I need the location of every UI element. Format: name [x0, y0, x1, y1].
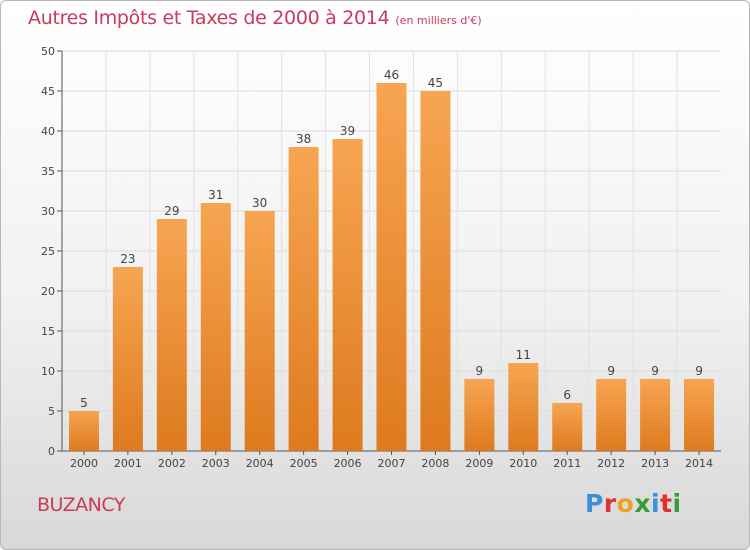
value-label-2014: 9: [695, 364, 703, 378]
x-tick-label-2005: 2005: [290, 457, 318, 470]
y-tick-label: 45: [41, 85, 55, 98]
bar-2004: [244, 211, 275, 451]
value-label-2006: 39: [340, 124, 355, 138]
value-label-2002: 29: [164, 204, 179, 218]
bar-2008: [420, 91, 451, 451]
bar-2012: [596, 379, 627, 451]
bar-2014: [684, 379, 715, 451]
value-label-2000: 5: [80, 396, 88, 410]
y-tick-label: 25: [41, 245, 55, 258]
x-tick-label-2003: 2003: [202, 457, 230, 470]
bar-2003: [200, 203, 231, 451]
value-label-2008: 45: [428, 76, 443, 90]
value-label-2011: 6: [563, 388, 571, 402]
value-label-2012: 9: [607, 364, 615, 378]
y-tick-label: 15: [41, 325, 55, 338]
y-tick-label: 10: [41, 365, 55, 378]
y-tick-label: 40: [41, 125, 55, 138]
x-tick-label-2013: 2013: [641, 457, 669, 470]
x-tick-label-2010: 2010: [509, 457, 537, 470]
y-tick-label: 0: [48, 445, 55, 458]
chart-unit: (en milliers d'€): [395, 14, 482, 27]
commune-name: BUZANCY: [37, 494, 125, 516]
proxiti-logo: Proxiti: [585, 489, 682, 518]
value-label-2007: 46: [384, 68, 399, 82]
value-label-2001: 23: [120, 252, 135, 266]
bar-2001: [112, 267, 143, 451]
bar-2013: [640, 379, 671, 451]
value-label-2004: 30: [252, 196, 267, 210]
x-tick-label-2000: 2000: [70, 457, 98, 470]
bar-2006: [332, 139, 363, 451]
bar-2000: [68, 411, 99, 451]
bar-2009: [464, 379, 495, 451]
x-tick-label-2012: 2012: [597, 457, 625, 470]
value-label-2010: 11: [516, 348, 531, 362]
x-tick-label-2011: 2011: [553, 457, 581, 470]
x-tick-label-2006: 2006: [334, 457, 362, 470]
chart-title: Autres Impôts et Taxes de 2000 à 2014 (en…: [28, 7, 482, 29]
bar-2011: [552, 403, 583, 451]
value-label-2003: 31: [208, 188, 223, 202]
grid-lines: [62, 50, 721, 451]
value-label-2013: 9: [651, 364, 659, 378]
chart-title-text: Autres Impôts et Taxes de 2000 à 2014: [28, 7, 390, 29]
y-tick-label: 20: [41, 285, 55, 298]
x-tick-label-2004: 2004: [246, 457, 274, 470]
value-labels: 5 23 29 31 30 38 39 46 45 9 11 6 9 9 9: [80, 68, 703, 410]
value-label-2009: 9: [476, 364, 484, 378]
x-tick-label-2007: 2007: [378, 457, 406, 470]
bar-2002: [156, 219, 187, 451]
x-tick-label-2008: 2008: [421, 457, 449, 470]
x-tick-label-2014: 2014: [685, 457, 713, 470]
bars: [68, 83, 715, 451]
bar-2010: [508, 363, 539, 451]
value-label-2005: 38: [296, 132, 311, 146]
y-tick-label: 35: [41, 165, 55, 178]
x-tick-label-2001: 2001: [114, 457, 142, 470]
bar-2005: [288, 147, 319, 451]
x-tick-label-2009: 2009: [465, 457, 493, 470]
y-tick-label: 5: [48, 405, 55, 418]
x-tick-label-2002: 2002: [158, 457, 186, 470]
y-tick-label: 30: [41, 205, 55, 218]
y-tick-label: 50: [41, 45, 55, 58]
tick-labels: 0 5 10 15 20 25 30 35 40 45 50 2000 2001 2002 2003 2004…: [41, 45, 713, 470]
bar-2007: [376, 83, 407, 451]
